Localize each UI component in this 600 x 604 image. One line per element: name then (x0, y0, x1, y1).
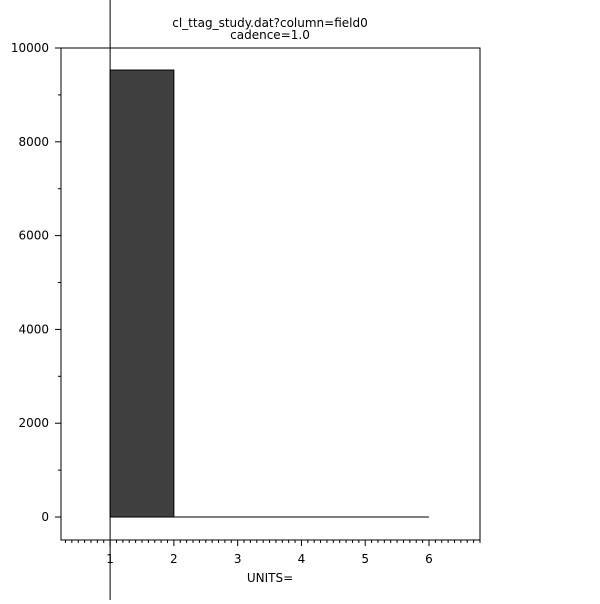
x-tick-label: 3 (234, 552, 242, 566)
plot-frame (60, 47, 481, 541)
x-tick-label: 2 (170, 552, 178, 566)
y-tick-label: 6000 (18, 229, 49, 243)
y-tick-label: 8000 (18, 135, 49, 149)
chart-subtitle: cadence=1.0 (230, 28, 310, 42)
x-axis-label: UNITS= (247, 571, 293, 585)
chart-title: cl_ttag_study.dat?column=field0 (172, 16, 368, 30)
x-tick-label: 4 (298, 552, 306, 566)
x-tick-label: 6 (425, 552, 433, 566)
x-tick-label: 5 (361, 552, 369, 566)
y-tick-label: 0 (41, 510, 49, 524)
y-tick-label: 10000 (11, 41, 49, 55)
histogram-bar (109, 69, 175, 518)
y-tick-label: 2000 (18, 416, 49, 430)
y-tick-label: 4000 (18, 322, 49, 336)
